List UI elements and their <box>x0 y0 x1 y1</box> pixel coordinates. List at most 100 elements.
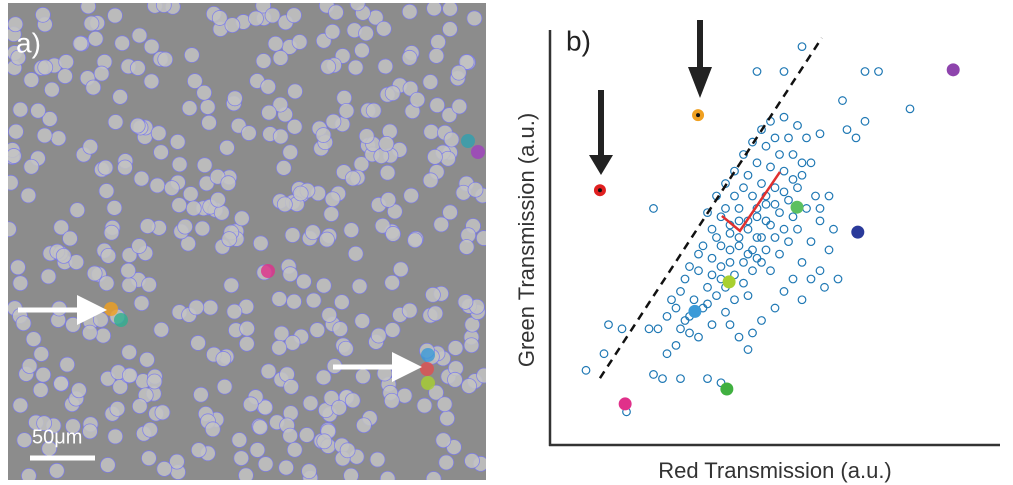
cell <box>464 453 479 468</box>
data-point <box>650 371 658 379</box>
data-point <box>704 284 712 292</box>
cell <box>191 443 206 458</box>
cell <box>296 274 311 289</box>
cell <box>132 239 147 254</box>
data-point <box>654 325 662 333</box>
cell <box>316 370 331 385</box>
cell <box>329 5 344 20</box>
cell <box>122 368 137 383</box>
cell <box>8 124 23 139</box>
cell <box>81 0 96 14</box>
data-point <box>794 122 802 130</box>
cell <box>100 457 115 472</box>
data-point <box>807 238 815 246</box>
data-point <box>600 350 608 358</box>
cell <box>21 468 36 483</box>
cell <box>71 383 86 398</box>
cell <box>189 300 204 315</box>
cell <box>283 428 298 443</box>
cell <box>154 145 169 160</box>
data-point <box>812 192 820 200</box>
data-point <box>726 259 734 267</box>
cell <box>293 186 308 201</box>
cell <box>366 103 381 118</box>
cell <box>172 157 187 172</box>
data-point <box>735 217 743 225</box>
cell <box>1 222 16 237</box>
data-point <box>618 325 626 333</box>
cell <box>220 140 235 155</box>
cell <box>276 160 291 175</box>
cell <box>82 325 97 340</box>
data-point <box>735 242 743 250</box>
cell <box>44 82 59 97</box>
cell <box>437 397 452 412</box>
cell <box>431 35 446 50</box>
data-point <box>740 279 748 287</box>
cell <box>283 145 298 160</box>
cell <box>115 36 130 51</box>
data-point <box>839 97 847 105</box>
cell <box>93 312 108 327</box>
cell <box>104 225 119 240</box>
cell <box>147 374 162 389</box>
cell <box>155 405 170 420</box>
arrow-head <box>688 67 712 98</box>
cell <box>234 451 249 466</box>
cell <box>402 50 417 65</box>
cell <box>464 338 479 353</box>
cell <box>13 398 28 413</box>
cell <box>350 0 365 11</box>
cell <box>82 424 97 439</box>
highlight-point <box>947 63 960 76</box>
cell <box>378 59 393 74</box>
cell <box>370 452 385 467</box>
cell <box>459 240 474 255</box>
cell <box>250 442 265 457</box>
data-point <box>780 167 788 175</box>
data-point <box>695 267 703 275</box>
cell <box>386 226 401 241</box>
cell <box>442 22 457 37</box>
cell <box>355 313 370 328</box>
cell <box>428 306 443 321</box>
data-point <box>762 142 770 150</box>
cell <box>325 192 340 207</box>
data-point <box>726 230 734 238</box>
data-point <box>749 192 757 200</box>
arrow-head <box>589 155 613 175</box>
cell <box>468 182 483 197</box>
cell <box>385 323 400 338</box>
cell <box>426 472 441 485</box>
cell <box>99 276 114 291</box>
data-point <box>789 275 797 283</box>
cell <box>35 7 50 22</box>
cell <box>476 231 491 246</box>
data-point <box>758 317 766 325</box>
cell <box>385 86 400 101</box>
cell <box>359 129 374 144</box>
cell <box>355 369 370 384</box>
cell <box>287 442 302 457</box>
cell <box>443 1 458 16</box>
cell <box>467 11 482 26</box>
cell <box>340 443 355 458</box>
cell <box>10 260 25 275</box>
data-point <box>834 275 842 283</box>
star-marker <box>598 188 602 192</box>
data-point <box>821 284 829 292</box>
data-point <box>807 275 815 283</box>
cell <box>268 36 283 51</box>
cell <box>338 341 353 356</box>
data-point <box>722 205 730 213</box>
data-point <box>704 375 712 383</box>
cell <box>88 31 103 46</box>
cell <box>359 26 374 41</box>
cell <box>195 221 210 236</box>
cell <box>261 79 276 94</box>
data-point <box>650 205 658 213</box>
cell <box>134 171 149 186</box>
cell <box>345 171 360 186</box>
data-point <box>789 151 797 159</box>
cell <box>277 197 292 212</box>
